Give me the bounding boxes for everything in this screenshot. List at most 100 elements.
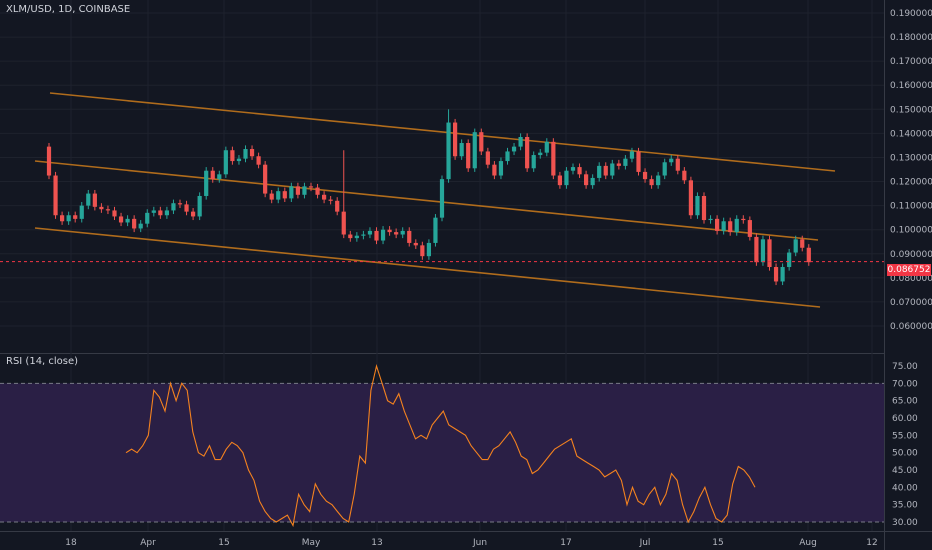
candle-body	[367, 230, 373, 235]
time-tick-label: Jun	[472, 538, 487, 548]
candle-body	[531, 155, 536, 169]
candle-body	[354, 235, 359, 239]
candle-body	[210, 170, 215, 180]
candle-body	[485, 151, 490, 165]
time-tick-label: 15	[712, 538, 723, 548]
candle-body	[99, 206, 104, 210]
candle-body	[747, 220, 752, 237]
time-tick-label: Apr	[140, 538, 156, 548]
price-tick-label: 0.130000	[890, 153, 932, 163]
candle-body	[616, 163, 621, 166]
candle-body	[158, 210, 163, 216]
candle-body	[145, 212, 150, 224]
candle-body	[741, 218, 746, 221]
candle-body	[472, 132, 477, 169]
candle-body	[656, 175, 661, 186]
candle-body	[289, 186, 294, 199]
candle-body	[197, 195, 202, 217]
candle-body	[511, 146, 517, 152]
price-tick-label: 0.080000	[890, 274, 932, 284]
candle-body	[66, 215, 71, 222]
candle-body	[715, 218, 720, 231]
rsi-band	[0, 383, 884, 522]
candle-body	[230, 150, 235, 162]
candle-body	[151, 210, 156, 213]
candle-body	[223, 150, 228, 175]
candle-body	[335, 200, 340, 212]
candle-body	[112, 210, 117, 217]
candle-body	[79, 205, 84, 219]
candle-body	[407, 230, 412, 243]
price-tick-label: 0.170000	[890, 57, 932, 67]
candle-body	[459, 143, 464, 157]
candle-body	[492, 164, 497, 176]
price-tick-label: 0.180000	[890, 33, 932, 43]
candle-body	[453, 122, 458, 157]
candle-body	[597, 165, 602, 178]
candle-body	[603, 165, 608, 176]
price-tick-label: 0.190000	[890, 9, 932, 19]
candle-body	[164, 210, 169, 216]
candle-body	[662, 162, 667, 176]
rsi-line	[125, 363, 756, 528]
candle-body	[191, 211, 196, 217]
candle-body	[243, 149, 248, 159]
candle-body	[669, 158, 674, 163]
candle-body	[125, 218, 130, 223]
candle-body	[695, 195, 700, 216]
rsi-tick-label: 75.00	[892, 362, 918, 372]
candle-body	[551, 141, 556, 176]
rsi-tick-label: 70.00	[892, 379, 918, 389]
candle-body	[610, 163, 615, 176]
candle-body	[688, 180, 693, 216]
time-tick-label: 13	[371, 538, 382, 548]
candle-body	[806, 247, 811, 263]
candle-body	[584, 174, 589, 186]
price-tick-label: 0.160000	[890, 81, 932, 91]
candle-body	[564, 170, 569, 186]
candle-body	[800, 239, 805, 248]
candle-body	[544, 141, 549, 153]
rsi-indicator-title[interactable]: RSI (14, close)	[6, 356, 79, 367]
candle-body	[577, 167, 582, 175]
price-tick-label: 0.100000	[890, 226, 932, 236]
channel-trendline	[34, 160, 819, 241]
time-tick-label: 12	[866, 538, 877, 548]
candle-body	[557, 175, 562, 186]
candle-body	[787, 252, 792, 268]
candle-body	[361, 234, 366, 236]
candle-body	[269, 193, 274, 200]
candle-body	[701, 195, 707, 221]
candle-body	[184, 204, 189, 212]
candle-body	[315, 187, 320, 195]
candle-body	[754, 236, 759, 263]
rsi-tick-label: 35.00	[892, 501, 918, 511]
candle-body	[204, 170, 209, 196]
candle-body	[394, 232, 399, 235]
candle-body	[236, 158, 242, 162]
candle-body	[341, 211, 346, 235]
time-tick-label: 15	[218, 538, 229, 548]
rsi-tick-label: 30.00	[892, 518, 918, 528]
candle-body	[479, 132, 484, 152]
candle-body	[466, 143, 471, 169]
candle-body	[138, 223, 143, 229]
candle-body	[538, 152, 543, 156]
last-price-label: 0.086752	[887, 264, 931, 276]
candle-body	[505, 151, 510, 162]
candle-body	[649, 179, 654, 186]
candle-body	[132, 218, 137, 229]
candle-body	[387, 229, 392, 233]
rsi-tick-label: 45.00	[892, 466, 918, 476]
time-tick-label: 17	[560, 538, 571, 548]
candle-body	[721, 221, 726, 231]
candle-body	[322, 194, 327, 200]
symbol-title[interactable]: XLM/USD, 1D, COINBASE	[6, 4, 131, 15]
candle-body	[518, 136, 523, 147]
candle-body	[308, 186, 314, 188]
candle-body	[328, 199, 333, 201]
candle-body	[380, 229, 386, 241]
candle-body	[446, 122, 451, 180]
candle-body	[426, 242, 431, 257]
